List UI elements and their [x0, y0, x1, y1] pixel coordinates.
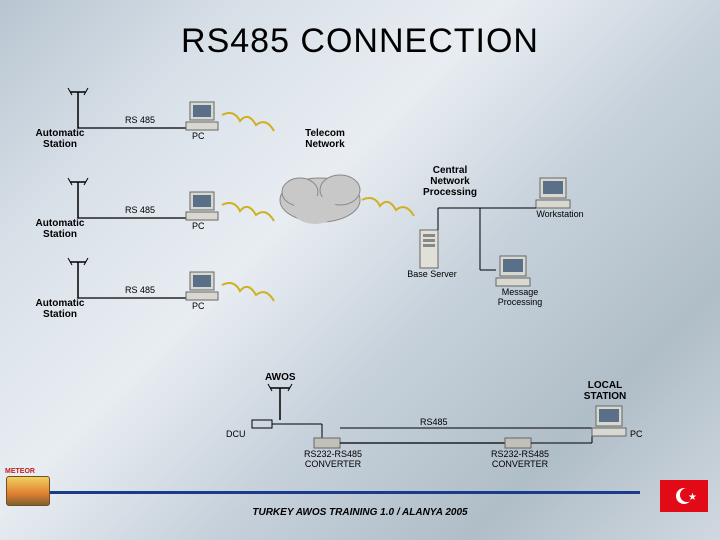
bus-label-3: RS 485 [125, 286, 155, 296]
pc-label-2: PC [192, 222, 205, 232]
message-label: MessageProcessing [485, 288, 555, 308]
pc-label-3: PC [192, 302, 205, 312]
bus-label-2: RS 485 [125, 206, 155, 216]
base-server [420, 230, 438, 268]
meteor-logo [6, 476, 50, 506]
workstation-pc [536, 178, 570, 208]
turkey-flag: ★ [660, 480, 708, 512]
auto-station-label-1: AutomaticStation [30, 128, 90, 150]
signal-1 [222, 113, 274, 131]
signal-2 [222, 203, 274, 221]
bus-label-1: RS 485 [125, 116, 155, 126]
dcu-label: DCU [226, 430, 246, 440]
telecom-cloud [280, 175, 360, 224]
conv1-label: RS232-RS485CONVERTER [298, 450, 368, 470]
awos-label: AWOS [265, 372, 296, 383]
auto-station-label-2: AutomaticStation [30, 218, 90, 240]
conv2-label: RS232-RS485CONVERTER [480, 450, 560, 470]
telecom-label: TelecomNetwork [295, 128, 355, 150]
lower-pc-label: PC [630, 430, 643, 440]
message-pc [496, 256, 530, 286]
footer-text: TURKEY AWOS TRAINING 1.0 / ALANYA 2005 [0, 507, 720, 518]
footer-divider [40, 491, 640, 494]
auto-station-label-3: AutomaticStation [30, 298, 90, 320]
signal-3 [222, 283, 274, 301]
workstation-label: Workstation [530, 210, 590, 220]
server-label: Base Server [402, 270, 462, 280]
lower-diagram [252, 384, 626, 448]
rs485-bus-label: RS485 [420, 418, 448, 428]
pc-label-1: PC [192, 132, 205, 142]
local-station-label: LOCALSTATION [575, 380, 635, 402]
signal-central [362, 198, 414, 216]
central-label: CentralNetworkProcessing [410, 165, 490, 198]
